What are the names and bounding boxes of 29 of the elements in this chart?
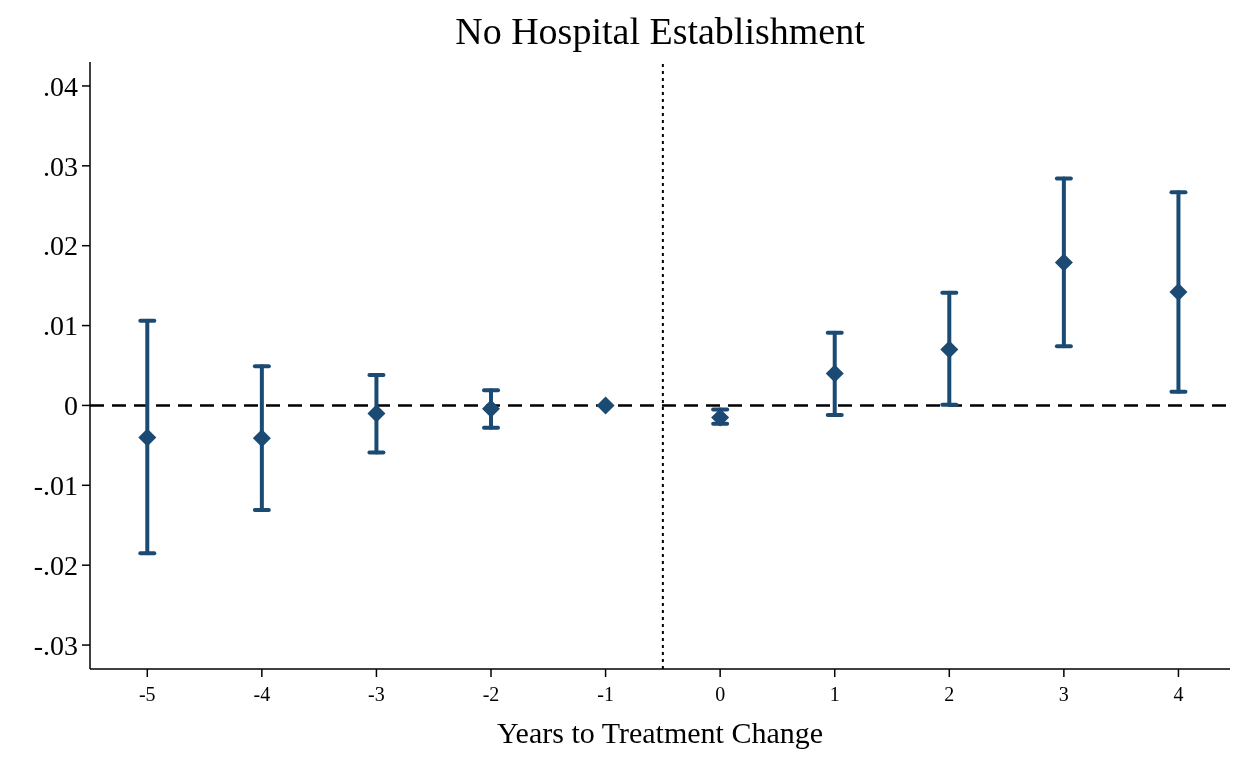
point — [940, 340, 959, 359]
point — [1169, 283, 1188, 302]
y-tick-label: -.01 — [33, 470, 78, 502]
y-tick-label: 0 — [64, 390, 78, 422]
x-tick-label: 4 — [1173, 683, 1184, 705]
y-tick-label: -.02 — [33, 549, 78, 581]
point — [482, 399, 501, 418]
x-tick-label: -2 — [482, 683, 500, 705]
y-tick-label: -.03 — [33, 629, 78, 661]
chart-title: No Hospital Establishment — [455, 10, 866, 52]
point — [825, 364, 844, 383]
point — [252, 429, 271, 448]
x-tick-label: 2 — [944, 683, 955, 705]
y-tick-label: .03 — [43, 150, 78, 182]
point — [367, 404, 386, 423]
y-tick-label: .02 — [43, 230, 78, 262]
point — [596, 396, 615, 415]
x-tick-label: 3 — [1058, 683, 1069, 705]
x-tick-label: 0 — [715, 683, 726, 705]
point — [138, 428, 157, 447]
point — [1054, 253, 1073, 272]
x-tick-label: 1 — [829, 683, 840, 705]
x-tick-label: -3 — [368, 683, 385, 705]
x-tick-label: -1 — [597, 683, 614, 705]
y-tick-label: .01 — [43, 310, 78, 342]
x-axis-title: Years to Treatment Change — [496, 716, 824, 749]
y-tick-label: .04 — [43, 70, 78, 102]
x-tick-label: -4 — [253, 683, 271, 705]
x-tick-label: -5 — [138, 683, 156, 705]
